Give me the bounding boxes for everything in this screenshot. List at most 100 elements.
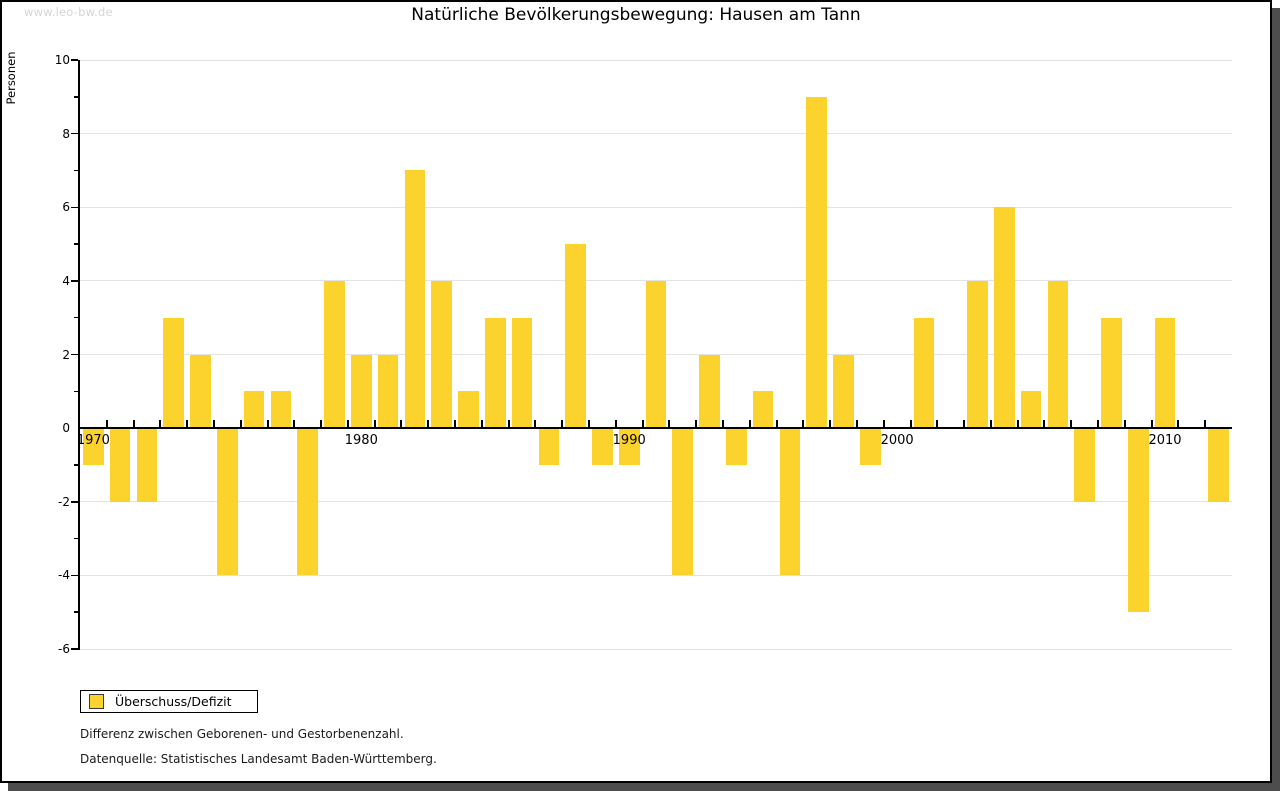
x-tick-1980-boundary [373, 420, 376, 428]
bar-1972 [136, 428, 158, 502]
legend-label: Überschuss/Defizit [115, 694, 232, 709]
x-tick-1988-boundary [588, 420, 591, 428]
bar-1973 [163, 317, 185, 429]
y-tick--3 [74, 537, 78, 540]
x-tick-1990-boundary [641, 420, 644, 428]
y-tick-10 [71, 59, 78, 61]
y-tick-label--4: -4 [58, 568, 70, 583]
x-tick-1989-boundary [614, 420, 617, 428]
y-tick--5 [74, 611, 78, 613]
bar-1995 [752, 391, 774, 429]
bar-2005 [1020, 391, 1042, 429]
bar-1984 [458, 391, 479, 429]
x-tick-label-1990: 1990 [612, 433, 646, 449]
bar-2003 [967, 280, 988, 429]
x-tick-1996-boundary [802, 420, 805, 428]
y-tick-8 [71, 132, 78, 135]
y-tick--4 [71, 574, 78, 577]
bar-1974 [190, 354, 211, 429]
y-tick-label-2: 2 [62, 347, 70, 362]
bar-1986 [511, 317, 533, 429]
bar-1971 [109, 428, 131, 502]
bar-1987 [538, 428, 560, 465]
x-tick-1976-boundary [266, 420, 269, 428]
gridline-y6 [80, 206, 1232, 208]
x-tick-1977-boundary [293, 420, 296, 428]
x-tick-label-2000: 2000 [880, 433, 914, 449]
bar-1978 [297, 428, 319, 576]
gridline-y8 [80, 133, 1232, 135]
bar-2004 [993, 207, 1015, 429]
y-tick--2 [71, 501, 78, 503]
bar-1989 [592, 428, 613, 465]
bar-1996 [779, 428, 801, 576]
bar-1981 [377, 354, 399, 429]
x-tick-1971-boundary [132, 420, 135, 428]
y-tick-label-8: 8 [62, 126, 70, 141]
bar-1994 [726, 428, 747, 465]
gridline-y-6 [80, 648, 1232, 650]
x-tick-2000-boundary [909, 420, 912, 428]
x-tick-1979-boundary [346, 420, 349, 428]
y-tick--1 [74, 464, 78, 466]
x-tick-1998-boundary [855, 420, 858, 428]
bar-1992 [672, 428, 694, 576]
bar-1979 [324, 280, 345, 429]
x-tick-1974-boundary [212, 420, 215, 428]
x-tick-1982-boundary [427, 420, 430, 428]
y-tick-9 [74, 96, 78, 98]
x-tick-1970-boundary [105, 420, 108, 428]
bar-1998 [833, 354, 854, 429]
x-tick-label-1980: 1980 [344, 433, 378, 449]
x-tick-1994-boundary [748, 420, 751, 428]
bar-1983 [431, 280, 452, 429]
x-tick-1995-boundary [775, 420, 778, 428]
x-tick-2011-boundary [1204, 420, 1207, 428]
bar-1997 [806, 96, 828, 429]
y-tick-label-6: 6 [62, 200, 70, 215]
x-tick-label-2010: 2010 [1148, 433, 1182, 449]
x-tick-2001-boundary [936, 420, 939, 428]
x-tick-2010-boundary [1177, 420, 1180, 428]
x-tick-1999-boundary [882, 420, 885, 428]
x-tick-1973-boundary [186, 420, 189, 428]
x-tick-2003-boundary [989, 420, 992, 428]
x-tick-2005-boundary [1043, 420, 1046, 428]
bar-1990 [618, 428, 640, 465]
y-axis-line [78, 60, 80, 650]
bar-1970 [83, 428, 104, 465]
x-tick-1984-boundary [480, 420, 483, 428]
gridline-y-4 [80, 574, 1232, 576]
y-tick-6 [71, 206, 78, 208]
y-axis-title: Personen [4, 51, 18, 105]
bar-1993 [699, 354, 720, 429]
bar-1982 [404, 170, 426, 429]
bar-2010 [1154, 317, 1176, 429]
y-tick-label-4: 4 [62, 273, 70, 288]
bar-1988 [565, 244, 586, 429]
x-tick-2006-boundary [1070, 420, 1073, 428]
x-tick-1991-boundary [668, 420, 671, 428]
y-tick-label-10: 10 [54, 53, 70, 67]
frame-shadow-right [1272, 8, 1280, 791]
note-definition: Differenz zwischen Geborenen- und Gestor… [80, 727, 404, 741]
x-tick-1972-boundary [159, 420, 162, 428]
y-tick-label--2: -2 [58, 494, 70, 509]
x-tick-2009-boundary [1150, 420, 1153, 428]
x-tick-1978-boundary [320, 420, 323, 428]
legend: Überschuss/Defizit [80, 690, 258, 713]
y-tick-2 [71, 353, 78, 356]
y-tick-4 [71, 280, 78, 282]
x-tick-2007-boundary [1097, 420, 1100, 428]
bar-1999 [860, 428, 881, 465]
y-tick-label-0: 0 [62, 421, 70, 436]
y-tick-3 [74, 316, 78, 319]
bar-1991 [645, 280, 667, 429]
gridline-y-2 [80, 501, 1232, 503]
x-tick-1993-boundary [721, 420, 724, 428]
bar-2001 [913, 317, 935, 429]
bar-1977 [270, 391, 292, 429]
y-tick-1 [74, 390, 78, 393]
